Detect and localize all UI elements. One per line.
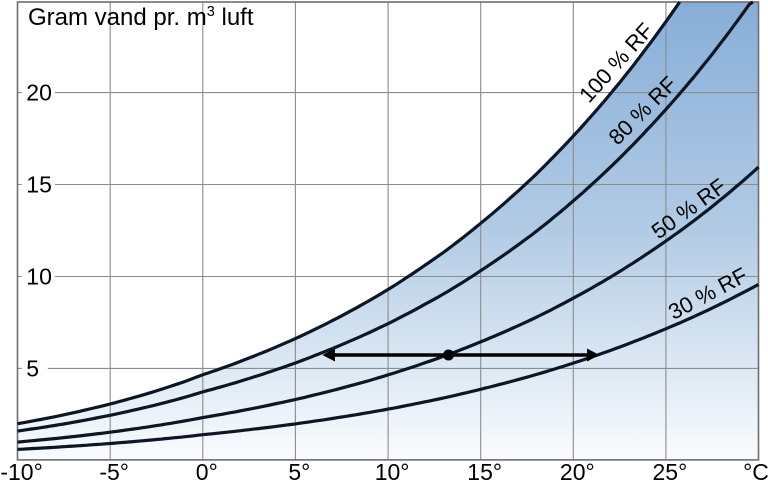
svg-text:-10°: -10°	[0, 459, 42, 482]
svg-text:-5°: -5°	[99, 459, 129, 482]
svg-text:25°: 25°	[653, 459, 688, 482]
svg-text:20: 20	[26, 80, 52, 106]
svg-text:0°: 0°	[196, 459, 218, 482]
svg-text:°C: °C	[743, 459, 768, 482]
svg-text:15°: 15°	[467, 459, 502, 482]
svg-text:Gram vand pr. m3 luft: Gram vand pr. m3 luft	[28, 4, 254, 31]
svg-text:5: 5	[26, 355, 39, 381]
svg-text:20°: 20°	[560, 459, 595, 482]
svg-text:10: 10	[26, 264, 52, 290]
svg-text:10°: 10°	[375, 459, 410, 482]
svg-text:15: 15	[26, 172, 52, 198]
svg-text:5°: 5°	[288, 459, 310, 482]
